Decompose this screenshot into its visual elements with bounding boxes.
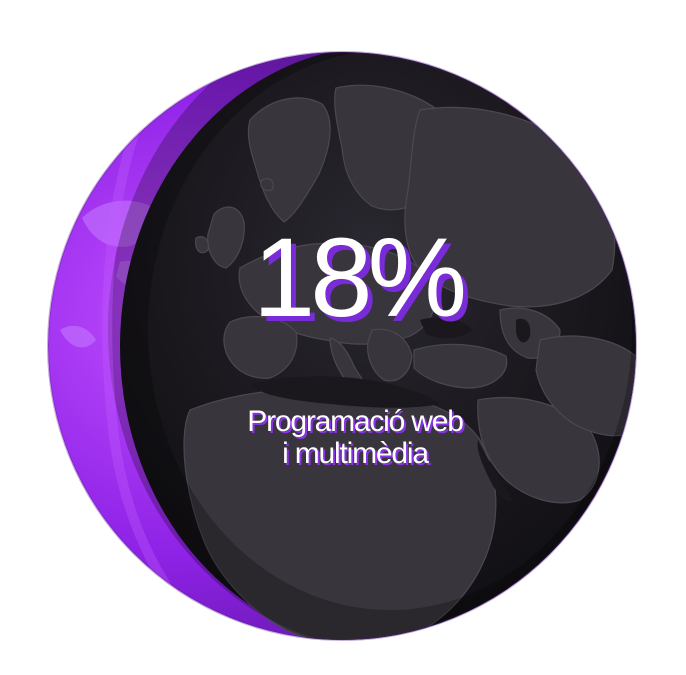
stat-label-line1: Programació web <box>247 405 464 438</box>
globe-sphere <box>48 52 636 640</box>
land-masses <box>183 84 636 640</box>
stat-label: Programació web i multimèdia <box>0 405 686 471</box>
globe-rim <box>47 51 637 641</box>
stat-percentage: 18% <box>252 215 467 340</box>
stat-label-line2: i multimèdia <box>282 437 429 471</box>
